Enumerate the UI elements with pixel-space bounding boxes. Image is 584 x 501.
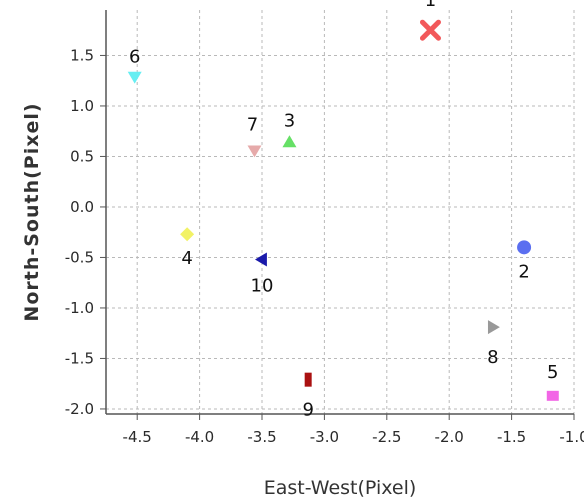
x-tick-label: -4.0 xyxy=(185,428,214,446)
point-7 xyxy=(247,145,262,158)
grid xyxy=(106,10,575,414)
y-tick-label: -0.5 xyxy=(65,248,94,266)
point-label-3: 3 xyxy=(284,110,295,131)
tick-labels: -4.5 -4.0 -3.5 -3.0 -2.5 -2.0 -1.5 -1.0 1.5 1.0 0.… xyxy=(65,46,584,446)
x-tick-label: -1.0 xyxy=(559,428,584,446)
y-tick-label: -1.0 xyxy=(65,299,94,317)
point-2 xyxy=(517,240,532,255)
y-tick-label: 0.5 xyxy=(70,147,94,165)
point-label-10: 10 xyxy=(251,275,274,296)
y-tick-label: -1.5 xyxy=(65,349,94,367)
point-9 xyxy=(304,372,312,387)
point-label-6: 6 xyxy=(129,47,140,68)
point-8 xyxy=(487,320,500,335)
x-tick-label: -3.0 xyxy=(310,428,339,446)
point-label-2: 2 xyxy=(518,261,529,282)
point-5 xyxy=(546,390,559,401)
y-tick-label: 1.0 xyxy=(70,97,94,115)
y-tick-label: 1.5 xyxy=(70,46,94,64)
axes xyxy=(100,10,575,420)
point-1 xyxy=(419,19,441,41)
point-label-9: 9 xyxy=(302,400,313,421)
x-tick-label: -2.5 xyxy=(372,428,401,446)
y-tick-label: -2.0 xyxy=(65,400,94,418)
x-tick-label: -1.5 xyxy=(497,428,526,446)
x-axis-title: East-West(Pixel) xyxy=(264,477,417,499)
y-axis-title: North-South(Pixel) xyxy=(21,102,43,321)
point-label-5: 5 xyxy=(547,362,558,383)
point-labels: 1 2 3 4 5 6 7 8 9 10 xyxy=(129,0,559,421)
x-stroke xyxy=(419,19,441,41)
point-label-8: 8 xyxy=(487,347,498,368)
x-tick-label: -3.5 xyxy=(247,428,276,446)
y-tick-label: 0.0 xyxy=(70,198,94,216)
point-label-1: 1 xyxy=(425,0,436,11)
x-tick-label: -2.0 xyxy=(435,428,464,446)
data-points xyxy=(127,19,559,401)
point-3 xyxy=(282,135,297,148)
x-tick-label: -4.5 xyxy=(123,428,152,446)
point-label-7: 7 xyxy=(247,114,258,135)
point-4 xyxy=(180,227,195,242)
point-10 xyxy=(255,252,267,267)
point-label-4: 4 xyxy=(181,248,192,269)
point-6 xyxy=(127,71,142,84)
